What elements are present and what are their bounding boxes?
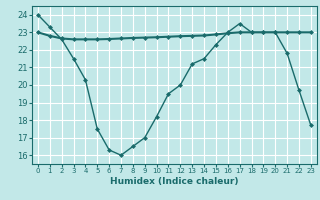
- X-axis label: Humidex (Indice chaleur): Humidex (Indice chaleur): [110, 177, 239, 186]
